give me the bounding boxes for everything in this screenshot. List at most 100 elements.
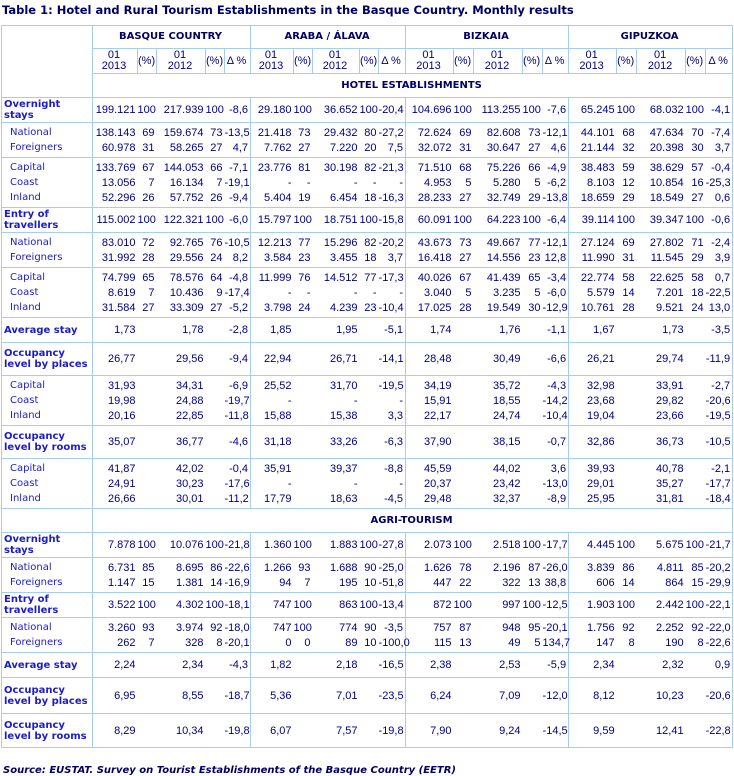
value-cell: 100: [137, 207, 157, 233]
value-cell: 80: [359, 122, 379, 140]
row-label: Occupancy level by rooms: [1, 713, 93, 748]
value-cell: -18,1: [224, 592, 252, 618]
value-cell: 77: [522, 232, 543, 250]
value-cell: 31,70: [312, 375, 360, 393]
data-row-sub: Inland 26,66 30,01 -11,2 17,79 18,63 -4,5 29,48…: [1, 491, 734, 509]
value-cell: 28.233: [417, 191, 452, 204]
value-cell: -22,8: [705, 713, 734, 748]
row-label: National: [1, 232, 93, 250]
value-cell: [686, 476, 706, 491]
value-cell: 57.752: [169, 191, 204, 204]
value-cell: [685, 342, 706, 376]
value-cell: [360, 408, 379, 426]
value-cell: 7: [148, 176, 155, 189]
value-cell: 64.223: [473, 207, 523, 233]
value-cell: 5: [534, 176, 541, 189]
column-header: Δ %: [378, 48, 407, 74]
value-cell: [616, 713, 637, 748]
value-cell: 30.198: [312, 157, 360, 175]
value-cell: 8.103: [587, 176, 615, 189]
value-cell: -2,7: [705, 375, 734, 393]
value-cell: 1,85: [250, 317, 294, 343]
value-cell: 32.749: [486, 191, 521, 204]
value-cell: 100: [205, 97, 225, 123]
column-header-label: Δ %: [226, 54, 247, 67]
value-cell: -0,7: [542, 425, 570, 459]
value-cell: -0,6: [705, 207, 734, 233]
value-cell: -20,1: [542, 617, 570, 635]
value-cell: [453, 425, 474, 459]
region-header: BIZKAIA: [405, 25, 570, 49]
column-header: 01 2012: [156, 48, 206, 74]
value-cell: 36,77: [156, 425, 206, 459]
value-cell: 32.072: [417, 141, 452, 154]
value-cell: 100: [522, 532, 543, 558]
value-cell: 69: [137, 122, 157, 140]
value-cell: -: [287, 394, 292, 407]
column-header: (%): [205, 48, 225, 74]
value-cell: -19,8: [224, 713, 252, 748]
value-cell: 0,7: [705, 267, 734, 285]
value-cell: 0,6: [705, 190, 734, 208]
value-cell: [686, 393, 706, 408]
value-cell: -10,5: [705, 425, 734, 459]
data-row-main: Average stay 1,73 1,78 -2,8 1,85 1,95 -5,1 1,74…: [1, 317, 734, 343]
value-cell: 3.798: [264, 301, 292, 314]
value-cell: 1.756: [568, 617, 617, 635]
value-cell: 78: [453, 557, 474, 575]
value-cell: [293, 342, 313, 376]
value-cell: 100: [616, 97, 637, 123]
value-cell: [359, 652, 379, 678]
value-cell: 328: [185, 636, 204, 649]
value-cell: 7: [216, 176, 223, 189]
value-cell: 2.073: [405, 532, 454, 558]
value-cell: [137, 342, 157, 376]
row-label: Entry of travellers: [1, 592, 93, 618]
value-cell: 21.144: [580, 141, 615, 154]
value-cell: -18,4: [705, 491, 734, 509]
row-label: Inland: [1, 300, 93, 318]
value-cell: -: [378, 476, 407, 491]
value-cell: 38,15: [473, 425, 523, 459]
value-cell: 9,59: [568, 713, 617, 748]
value-cell: [294, 408, 313, 426]
value-cell: -11,9: [705, 342, 734, 376]
value-cell: -12,1: [542, 122, 570, 140]
value-cell: -29,9: [705, 575, 734, 593]
value-cell: 27: [528, 141, 541, 154]
value-cell: [293, 652, 313, 678]
value-cell: [359, 375, 379, 393]
column-header: 01 2013: [92, 48, 138, 74]
value-cell: 3,7: [705, 140, 734, 158]
value-cell: 40.026: [405, 267, 454, 285]
column-header-label: Δ %: [544, 54, 565, 67]
value-cell: 7.878: [92, 532, 138, 558]
value-cell: [205, 713, 225, 748]
value-cell: [359, 458, 379, 476]
value-cell: 45,59: [405, 458, 454, 476]
value-cell: [616, 425, 637, 459]
value-cell: 32,37: [493, 492, 521, 505]
value-cell: -3,5: [378, 617, 407, 635]
value-cell: 69: [616, 232, 637, 250]
value-cell: 2.252: [636, 617, 686, 635]
value-cell: 100: [137, 592, 157, 618]
value-cell: -27,2: [378, 122, 407, 140]
value-cell: 1,76: [473, 317, 523, 343]
value-cell: 8: [216, 636, 223, 649]
value-cell: 0,9: [705, 652, 734, 678]
value-cell: -: [306, 286, 311, 299]
value-cell: 18.659: [580, 191, 615, 204]
value-cell: 9: [216, 286, 223, 299]
value-cell: [685, 713, 706, 748]
column-header: Δ %: [705, 48, 734, 74]
value-cell: 262: [117, 636, 136, 649]
value-cell: -7,4: [705, 122, 734, 140]
value-cell: 1.381: [175, 576, 204, 589]
value-cell: 83.010: [92, 232, 138, 250]
value-cell: 85: [685, 557, 706, 575]
value-cell: 8.619: [107, 286, 136, 299]
value-cell: -6,3: [378, 425, 407, 459]
row-label: Capital: [1, 267, 93, 285]
value-cell: -15,8: [378, 207, 407, 233]
